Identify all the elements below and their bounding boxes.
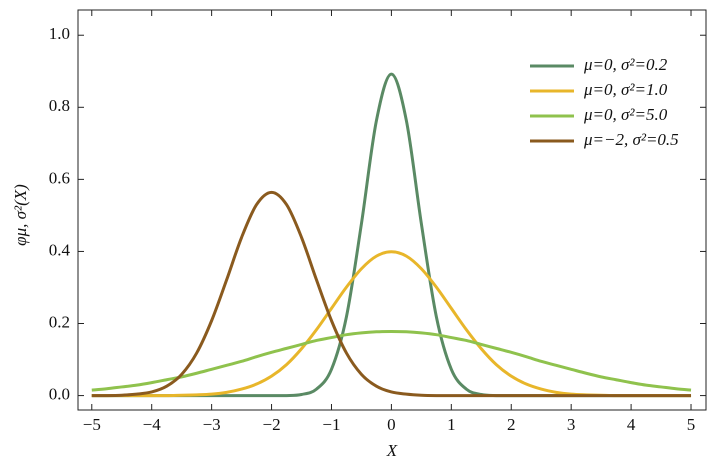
y-axis-label: φμ, σ²(X) <box>11 184 30 246</box>
x-axis-label: X <box>386 441 398 460</box>
x-tick-label: 0 <box>387 415 396 434</box>
x-tick-label: 2 <box>507 415 516 434</box>
plot-frame <box>77 9 707 411</box>
x-tick-label: 1 <box>447 415 456 434</box>
x-tick-label: −4 <box>143 415 162 434</box>
x-tick-label: −1 <box>322 415 340 434</box>
legend-label: μ=−2, σ²=0.5 <box>583 130 679 149</box>
y-tick-label: 0.6 <box>49 168 70 187</box>
legend-label: μ=0, σ²=5.0 <box>583 105 668 124</box>
x-tick-label: 3 <box>567 415 576 434</box>
y-tick-label: 0.2 <box>49 312 70 331</box>
legend-label: μ=0, σ²=1.0 <box>583 80 668 99</box>
series-line <box>91 329 692 392</box>
x-tick-label: −3 <box>203 415 221 434</box>
x-tick-label: 4 <box>627 415 636 434</box>
legend-label: μ=0, σ²=0.2 <box>583 55 668 74</box>
x-tick-label: −5 <box>83 415 101 434</box>
y-tick-label: 0.0 <box>49 384 70 403</box>
y-tick-label: 0.8 <box>49 96 70 115</box>
x-tick-label: −2 <box>263 415 281 434</box>
series-line <box>91 190 692 398</box>
y-tick-label: 0.4 <box>49 240 71 259</box>
x-tick-label: 5 <box>687 415 696 434</box>
y-tick-label: 1.0 <box>49 24 70 43</box>
